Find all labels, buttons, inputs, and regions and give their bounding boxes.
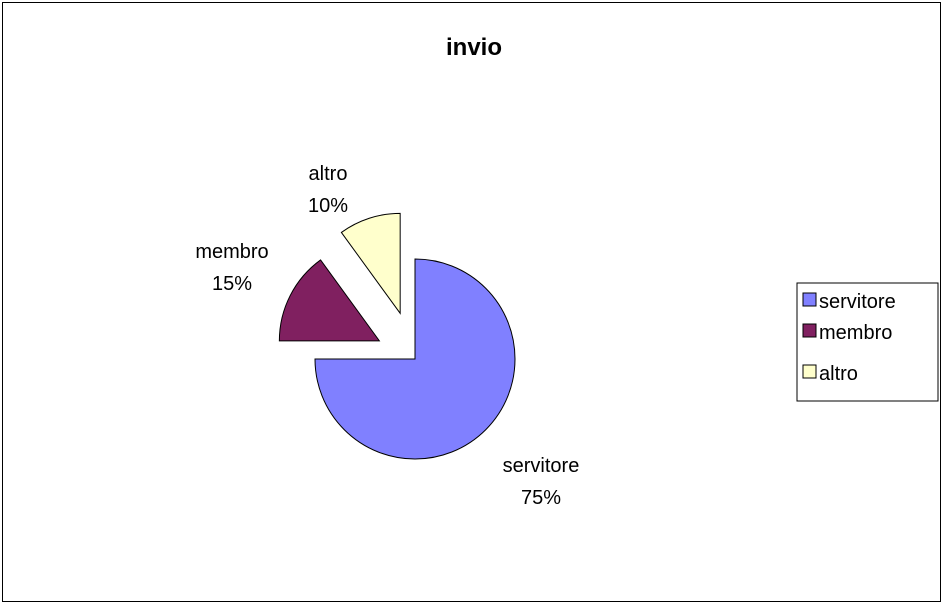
slice-labels: servitore 75% membro 15% altro 10%: [195, 163, 579, 509]
slice-label-altro: altro 10%: [308, 163, 348, 217]
legend-swatch-membro: [802, 323, 817, 338]
chart-title: invio: [446, 34, 502, 61]
pie-slice-membro: [278, 259, 381, 342]
pie-slice-servitore: [314, 258, 516, 460]
legend-label-servitore: servitore: [819, 291, 896, 313]
legend-swatch-altro: [802, 364, 817, 379]
legend-box: [796, 282, 939, 402]
legend-label-membro: membro: [819, 322, 892, 344]
pie-slice-altro: [340, 212, 401, 315]
legend-label-altro: altro: [819, 363, 858, 385]
slice-label-membro: membro 15%: [195, 241, 268, 295]
legend: servitore membro altro: [796, 282, 939, 402]
slice-label-servitore: servitore 75%: [503, 455, 580, 509]
pie-slices: [278, 212, 516, 460]
legend-swatch-servitore: [802, 292, 817, 307]
